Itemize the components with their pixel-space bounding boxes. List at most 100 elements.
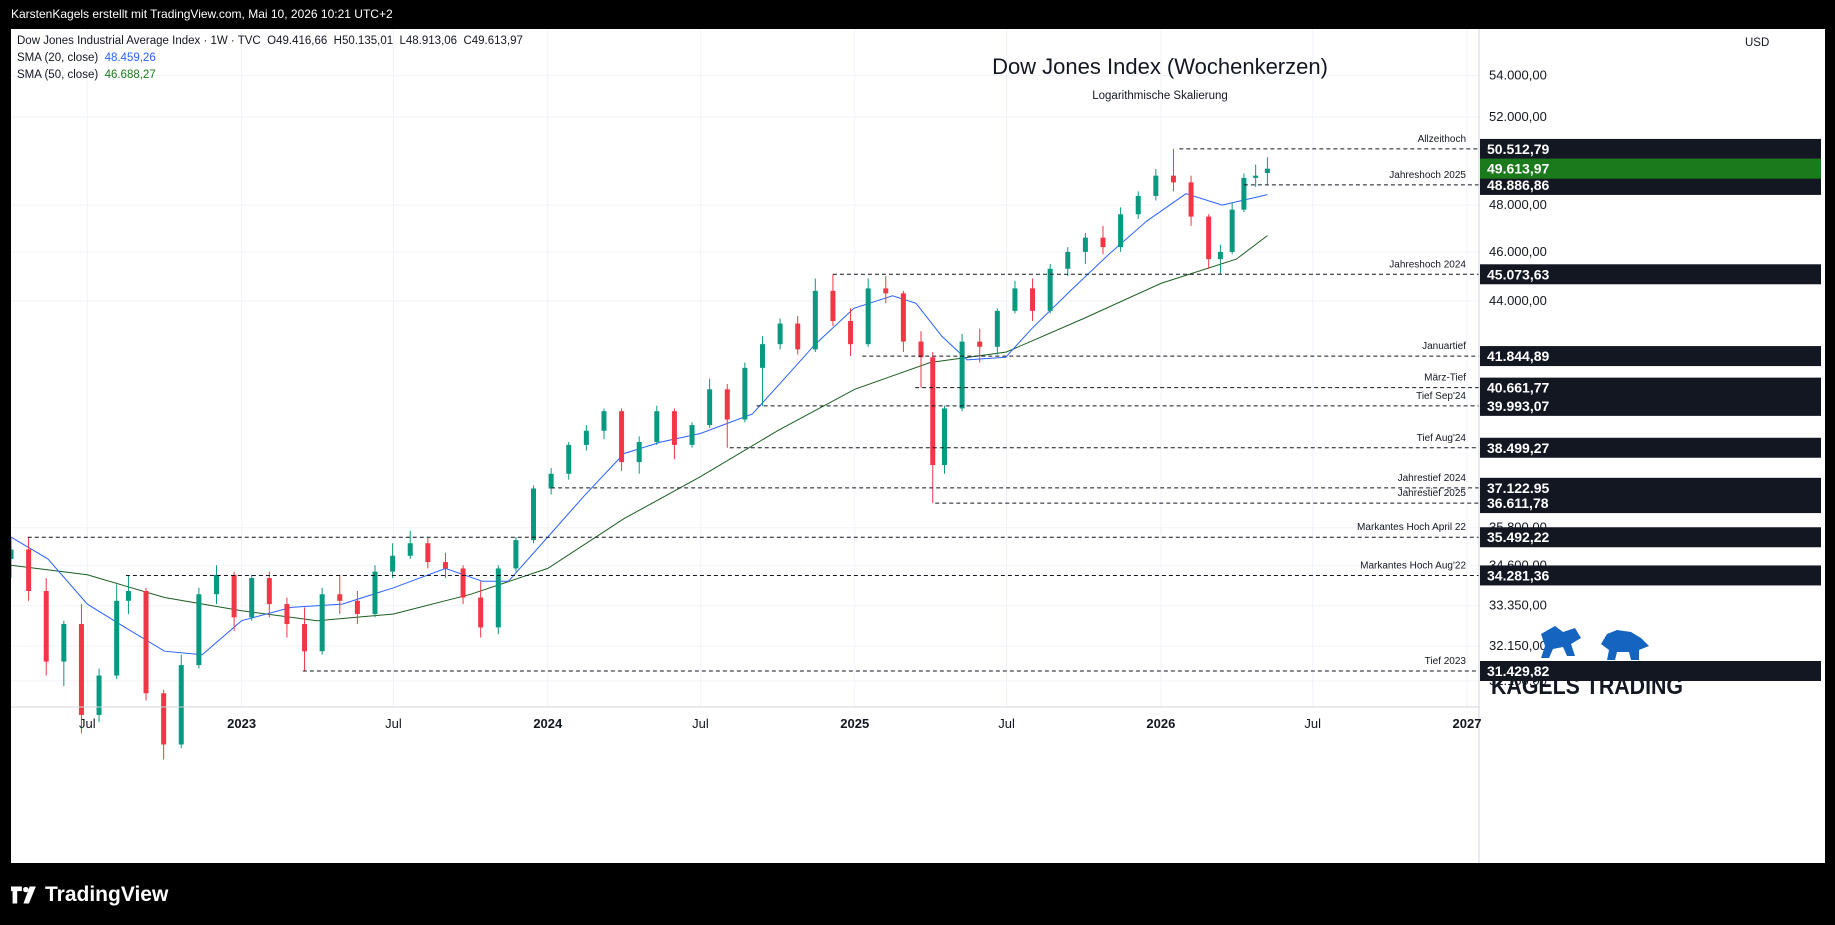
level-name: Jahrestief 2025 — [1398, 488, 1467, 499]
candle-body — [390, 555, 396, 572]
bear-icon — [1601, 630, 1649, 660]
candle-up — [1241, 173, 1247, 212]
candle-down — [161, 689, 167, 760]
level-price-label: 36.611,78 — [1487, 495, 1549, 511]
level-name: Tief Sep'24 — [1416, 391, 1466, 402]
candle-body — [266, 578, 272, 605]
candle-up — [11, 537, 14, 579]
sma20-row[interactable]: SMA (20, close) 48.459,26 — [17, 50, 523, 67]
candle-up — [319, 587, 325, 655]
candle-body — [11, 549, 14, 559]
candle-up — [742, 362, 748, 423]
candle-up — [759, 336, 765, 406]
candle-up — [583, 425, 589, 451]
chart-frame[interactable]: Allzeithoch 50.512,79 Jahreshoch 2025 48.88… — [11, 29, 1825, 863]
candle-body — [619, 411, 625, 463]
ohlc-close: C49.613,97 — [463, 35, 523, 47]
level-price-label: 38.499,27 — [1487, 440, 1549, 456]
tradingview-brand: TradingView — [45, 883, 169, 906]
candle-down — [442, 552, 448, 579]
candle-body — [1264, 168, 1270, 174]
candle-body — [1206, 216, 1212, 260]
x-tick-label: 2023 — [227, 716, 256, 731]
candles-layer — [11, 148, 1270, 760]
candle-body — [724, 389, 730, 420]
candle-up — [1118, 207, 1124, 252]
candle-body — [407, 543, 413, 556]
kagels-logo: KAGELS TRADING — [1491, 626, 1683, 700]
attribution-bar: KarstenKagels erstellt mit TradingView.c… — [0, 0, 1835, 28]
candle-body — [1229, 209, 1235, 252]
candle-down — [1100, 225, 1106, 255]
sma50-row[interactable]: SMA (50, close) 46.688,27 — [17, 67, 523, 84]
y-tick-label: 46.000,00 — [1489, 244, 1547, 259]
sma50-layer — [11, 235, 1268, 622]
level-price-box — [1480, 437, 1821, 458]
x-tick-label: Jul — [385, 716, 402, 731]
candle-down — [724, 383, 730, 448]
candle-up — [1264, 157, 1270, 185]
y-tick-label: 32.150,00 — [1489, 638, 1547, 653]
candle-down — [143, 587, 149, 701]
candle-body — [883, 288, 889, 294]
candle-down — [1188, 175, 1194, 226]
candle-down — [1030, 278, 1036, 322]
candle-body — [1188, 182, 1194, 217]
level-price-label: 48.886,86 — [1487, 177, 1549, 193]
candle-down — [918, 331, 924, 388]
sma20-layer — [11, 193, 1268, 656]
tradingview-footer[interactable]: TradingView — [11, 875, 168, 915]
candle-body — [1153, 175, 1159, 196]
candle-up — [941, 405, 947, 474]
x-tick-label: 2024 — [533, 716, 563, 731]
candle-body — [302, 624, 308, 652]
candle-down — [619, 408, 625, 471]
level-name: Jahreshoch 2024 — [1389, 259, 1466, 270]
candle-down — [302, 607, 308, 671]
candle-up — [1082, 232, 1088, 264]
candle-body — [495, 568, 501, 628]
candle-body — [1170, 175, 1176, 183]
candle-body — [96, 675, 102, 715]
candle-body — [1241, 177, 1247, 210]
candle-down — [43, 578, 49, 676]
chart-svg[interactable]: Allzeithoch 50.512,79 Jahreshoch 2025 48.88… — [11, 29, 1825, 863]
candle-body — [777, 323, 783, 345]
candle-up — [1253, 164, 1259, 187]
candle-down — [883, 276, 889, 304]
candle-down — [930, 352, 936, 504]
candle-body — [900, 293, 906, 342]
candle-body — [583, 430, 589, 445]
candle-up — [178, 654, 184, 749]
candle-up — [390, 543, 396, 579]
candle-body — [61, 624, 67, 662]
level-price-box — [1480, 174, 1821, 195]
candle-up — [96, 668, 102, 723]
candle-up — [114, 584, 120, 680]
level-price-label: 40.661,77 — [1487, 380, 1549, 396]
candle-up — [513, 537, 519, 572]
y-tick-label: 48.000,00 — [1489, 197, 1547, 212]
level-price-box — [1480, 395, 1821, 416]
candle-body — [26, 549, 32, 592]
sma20-label: SMA (20, close) — [17, 52, 99, 64]
candle-down — [977, 328, 983, 363]
candle-body — [812, 290, 818, 350]
candle-down — [284, 597, 290, 638]
candle-up — [865, 278, 871, 347]
candle-down — [425, 537, 431, 569]
level-price-box — [1480, 346, 1821, 367]
gridlines — [11, 29, 1479, 707]
candle-body — [1012, 288, 1018, 311]
candle-up — [1153, 168, 1159, 201]
y-tick-label: 35.800,00 — [1489, 520, 1547, 535]
candle-body — [231, 574, 237, 618]
levels-layer: Allzeithoch 50.512,79 Jahreshoch 2025 48.88… — [27, 134, 1821, 681]
candle-up — [196, 587, 202, 669]
currency-label: USD — [1745, 37, 1770, 49]
candle-down — [848, 308, 854, 357]
candle-body — [1118, 214, 1124, 248]
candle-body — [1065, 251, 1071, 269]
candle-body — [78, 624, 84, 715]
level-name: März-Tief — [1424, 373, 1466, 384]
